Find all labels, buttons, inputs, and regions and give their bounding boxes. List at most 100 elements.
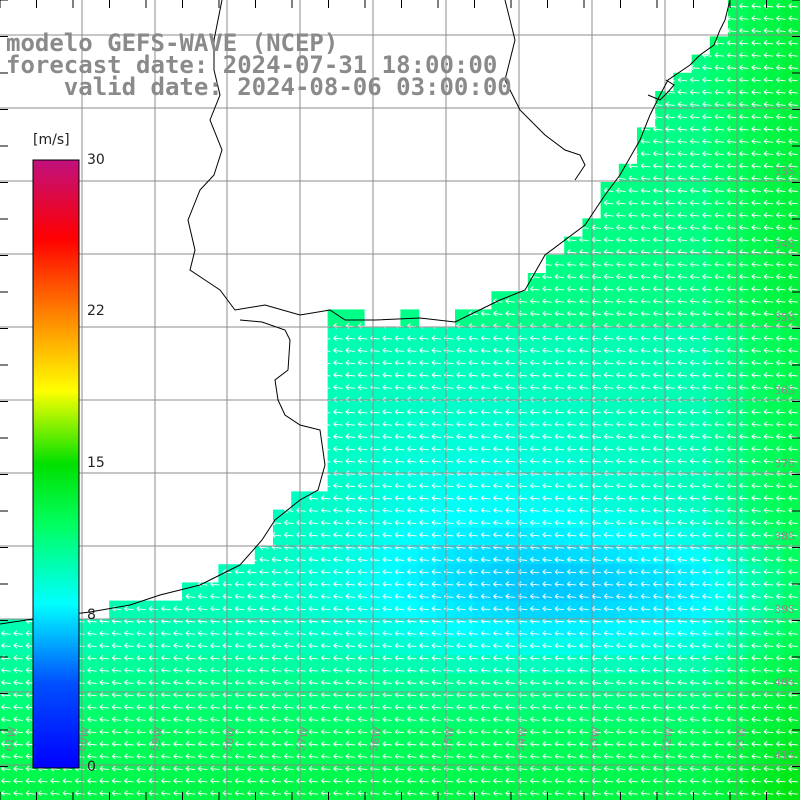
ocean-cell	[637, 345, 656, 365]
wind-arrow	[505, 507, 515, 514]
ocean-cell	[491, 491, 511, 511]
wind-arrow	[382, 679, 392, 686]
ocean-cell	[455, 364, 474, 383]
wind-arrow	[284, 532, 294, 538]
ocean-cell	[291, 764, 310, 784]
wind-arrow	[665, 359, 675, 366]
wind-arrow	[788, 40, 798, 46]
wind-arrow	[296, 704, 306, 710]
wind-arrow	[333, 532, 343, 538]
ocean-cell	[0, 728, 19, 747]
ocean-cell	[618, 764, 638, 784]
wind-arrow	[333, 679, 343, 686]
wind-arrow	[530, 310, 540, 317]
wind-arrow	[296, 556, 306, 563]
ocean-cell	[254, 746, 274, 765]
wind-arrow	[394, 704, 405, 710]
wind-arrow	[493, 716, 503, 723]
wind-arrow	[665, 421, 675, 428]
wind-arrow	[148, 691, 159, 698]
wind-arrow	[308, 556, 319, 563]
wind-arrow	[677, 372, 688, 378]
wind-arrow	[480, 421, 491, 428]
wind-arrow	[714, 126, 724, 132]
wind-arrow	[456, 445, 466, 452]
wind-arrow	[394, 445, 405, 452]
wind-arrow	[763, 138, 774, 145]
wind-arrow	[554, 359, 565, 366]
ocean-cell	[600, 455, 620, 474]
wind-arrow	[579, 655, 589, 661]
wind-arrow	[567, 458, 577, 464]
wind-arrow	[616, 667, 626, 674]
wind-arrow	[751, 642, 761, 649]
ocean-cell	[254, 564, 274, 583]
wind-arrow	[726, 298, 737, 305]
wind-arrow	[726, 679, 737, 686]
ocean-cell	[673, 400, 693, 420]
wind-arrow	[567, 335, 577, 341]
wind-arrow	[431, 593, 442, 600]
wind-arrow	[407, 679, 417, 686]
wind-arrow	[468, 372, 478, 378]
wind-arrow	[493, 335, 503, 341]
wind-arrow	[739, 519, 749, 526]
ocean-cell	[455, 509, 474, 529]
ocean-cell	[127, 691, 147, 711]
wind-arrow	[726, 409, 737, 415]
wind-arrow	[616, 556, 626, 563]
wind-arrow	[714, 261, 724, 268]
ocean-cell	[564, 564, 583, 583]
wind-arrow	[616, 372, 626, 378]
ocean-cell	[600, 509, 620, 529]
ocean-cell	[564, 382, 583, 401]
wind-arrow	[726, 384, 737, 391]
ocean-cell	[746, 618, 765, 638]
wind-arrow	[788, 581, 798, 587]
wind-arrow	[739, 384, 749, 391]
wind-arrow	[493, 704, 503, 710]
wind-arrow	[726, 445, 737, 452]
wind-arrow	[726, 310, 737, 317]
wind-arrow	[542, 568, 552, 575]
ocean-cell	[109, 782, 128, 800]
ocean-cell	[163, 782, 183, 800]
wind-arrow	[579, 532, 589, 538]
wind-arrow	[776, 212, 786, 218]
wind-arrow	[554, 728, 565, 735]
wind-arrow	[382, 384, 392, 391]
wind-arrow	[739, 716, 749, 723]
wind-arrow	[628, 630, 638, 637]
wind-arrow	[542, 372, 552, 378]
ocean-cell	[527, 291, 547, 310]
ocean-cell	[455, 455, 474, 474]
wind-arrow	[751, 482, 761, 489]
wind-arrow	[665, 605, 675, 612]
ocean-cell	[673, 600, 693, 620]
wind-arrow	[1, 704, 11, 710]
wind-arrow	[776, 3, 786, 9]
wind-arrow	[640, 187, 651, 194]
wind-arrow	[714, 286, 724, 292]
wind-arrow	[640, 150, 651, 157]
wind-arrow	[357, 667, 368, 674]
wind-arrow	[763, 482, 774, 489]
wind-arrow	[493, 347, 503, 354]
wind-arrow	[456, 728, 466, 735]
wind-arrow	[726, 433, 737, 440]
wind-arrow	[702, 359, 712, 366]
ocean-cell	[182, 600, 201, 620]
wind-arrow	[763, 642, 774, 649]
wind-arrow	[505, 347, 515, 354]
ocean-cell	[254, 728, 274, 747]
wind-arrow	[739, 691, 749, 698]
wind-arrow	[431, 507, 442, 514]
ocean-cell	[491, 382, 511, 401]
ocean-cell	[527, 564, 547, 583]
wind-arrow	[690, 716, 700, 723]
wind-arrow	[788, 15, 798, 22]
ocean-cell	[218, 764, 238, 784]
wind-arrow	[653, 716, 663, 723]
wind-arrow	[234, 630, 245, 637]
ocean-cell	[236, 655, 256, 674]
